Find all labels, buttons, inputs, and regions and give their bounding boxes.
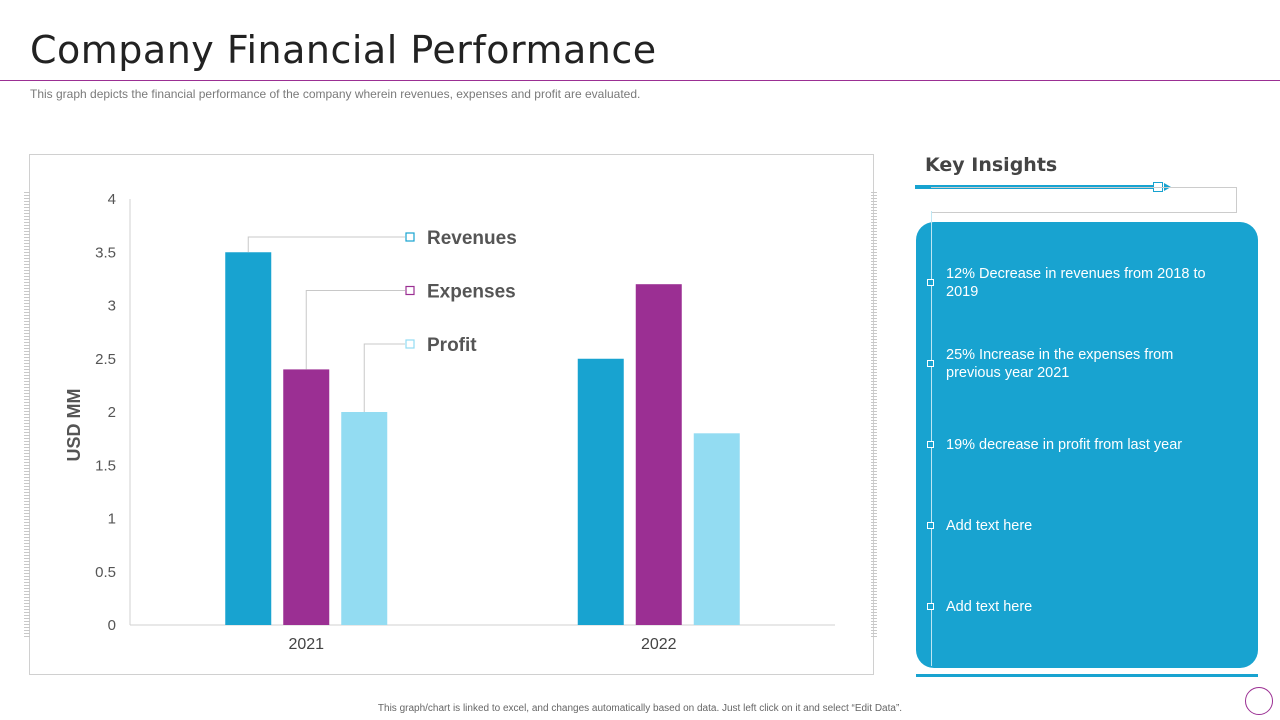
y-tick-label: 3.5 [95, 244, 116, 261]
legend-leader-line [305, 290, 405, 370]
bar-profit-2022 [693, 433, 740, 625]
legend-leader-line [363, 343, 405, 412]
chart-resize-handle-left[interactable] [24, 192, 30, 637]
y-tick-label: 4 [108, 191, 116, 208]
x-tick-label: 2022 [641, 636, 677, 653]
key-insights-title: Key Insights [925, 154, 1058, 176]
circle-icon [1245, 687, 1273, 715]
x-tick-label: 2021 [288, 636, 324, 653]
bar-revenues-2022 [577, 358, 624, 625]
legend-marker [405, 339, 415, 349]
insights-connector [931, 187, 1237, 213]
y-tick-label: 3 [108, 298, 116, 315]
bar-revenues-2021 [225, 252, 272, 625]
legend-label: Expenses [427, 282, 516, 303]
key-insights-panel [916, 222, 1258, 668]
insight-text: 19% decrease in profit from last year [946, 437, 1183, 453]
square-bullet-icon [927, 360, 934, 367]
y-tick-label: 1 [108, 511, 116, 528]
legend-leader-line [247, 236, 405, 253]
y-tick-label: 0.5 [95, 564, 116, 581]
insight-text: Add text here [946, 518, 1033, 534]
insight-text: 25% Increase in the expenses from previo… [946, 347, 1174, 381]
insight-text: 12% Decrease in revenues from 2018 to 20… [946, 266, 1206, 300]
legend-label: Profit [427, 335, 477, 356]
bar-expenses-2021 [283, 369, 330, 625]
square-bullet-icon [927, 441, 934, 448]
insights-bottom-rule [916, 674, 1258, 677]
chart-resize-handle-right[interactable] [871, 192, 877, 637]
legend-label: Revenues [427, 228, 517, 249]
page-title: Company Financial Performance [30, 28, 657, 72]
legend-marker [405, 232, 415, 242]
square-bullet-icon [927, 279, 934, 286]
insights-timeline [931, 211, 932, 666]
square-bullet-icon [927, 603, 934, 610]
bar-chart[interactable]: 0 0.5 1 1.5 2 2.5 3 3.5 4 USD MM 2021 2022 Revenues E… [0, 0, 880, 690]
y-tick-label: 2 [108, 404, 116, 421]
page-subtitle: This graph depicts the financial perform… [30, 87, 641, 101]
square-bullet-icon [927, 522, 934, 529]
insight-text: Add text here [946, 599, 1033, 615]
y-tick-label: 1.5 [95, 457, 116, 474]
chart-footnote: This graph/chart is linked to excel, and… [377, 703, 903, 714]
y-axis-label: USD MM [64, 389, 84, 462]
title-divider [0, 80, 1280, 81]
y-tick-label: 0 [108, 617, 116, 634]
y-tick-label: 2.5 [95, 351, 116, 368]
legend-marker [405, 285, 415, 296]
bar-expenses-2022 [635, 284, 682, 625]
bar-profit-2021 [341, 412, 388, 625]
